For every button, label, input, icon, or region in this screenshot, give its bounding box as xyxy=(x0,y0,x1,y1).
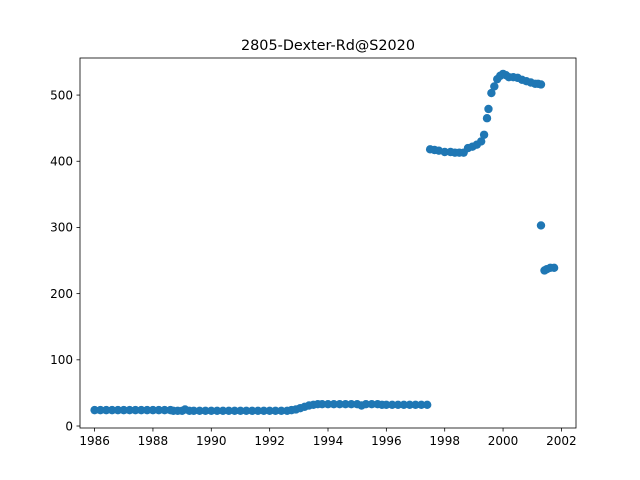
data-point xyxy=(154,405,163,415)
data-point xyxy=(536,221,546,230)
data-point xyxy=(411,400,420,410)
data-point xyxy=(119,405,128,415)
data-point xyxy=(259,406,269,415)
data-point xyxy=(423,400,432,410)
data-point xyxy=(277,406,286,415)
data-point xyxy=(107,405,117,415)
y-tick-label: 300 xyxy=(50,221,73,235)
data-point xyxy=(482,114,492,123)
data-point xyxy=(367,399,376,409)
data-point xyxy=(361,399,371,409)
y-axis: 0 100 200 300 400 500 xyxy=(50,88,80,433)
data-point xyxy=(417,400,426,410)
x-tick-label: 1996 xyxy=(371,434,402,448)
data-point xyxy=(479,130,489,139)
data-point xyxy=(201,406,210,415)
data-point xyxy=(549,263,559,273)
data-point xyxy=(160,405,169,415)
x-axis: 1986 1988 1990 1992 1994 1996 1998 2000 2002 xyxy=(79,428,577,448)
x-tick-label: 1998 xyxy=(429,434,460,448)
data-point xyxy=(476,137,486,146)
data-point xyxy=(536,80,546,89)
data-point xyxy=(317,399,327,409)
data-point xyxy=(102,405,111,415)
data-points xyxy=(90,69,559,415)
x-tick-label: 1994 xyxy=(313,434,344,448)
data-point xyxy=(142,405,152,415)
data-point xyxy=(347,399,356,409)
data-point xyxy=(207,406,216,415)
data-point xyxy=(335,399,344,409)
data-point xyxy=(137,405,146,415)
data-point xyxy=(323,399,333,409)
data-point xyxy=(212,406,222,415)
data-point xyxy=(90,405,99,415)
data-point xyxy=(341,399,350,409)
data-point xyxy=(195,406,204,415)
data-point xyxy=(440,147,449,157)
y-tick-label: 500 xyxy=(50,88,73,102)
data-point xyxy=(125,405,134,415)
x-tick-label: 1986 xyxy=(79,434,110,448)
y-tick-label: 100 xyxy=(50,353,73,367)
x-tick-label: 1988 xyxy=(138,434,169,448)
y-tick-label: 400 xyxy=(50,155,73,169)
y-tick-label: 200 xyxy=(50,287,73,301)
data-point xyxy=(387,400,397,410)
data-point xyxy=(271,406,280,415)
data-point xyxy=(382,400,391,410)
data-point xyxy=(405,400,414,410)
y-tick-label: 0 xyxy=(65,419,73,433)
data-point xyxy=(113,405,123,415)
data-point xyxy=(96,405,105,415)
chart-title: 2805-Dexter-Rd@S2020 xyxy=(241,38,415,54)
data-point xyxy=(230,406,239,415)
data-point xyxy=(329,399,339,409)
data-point xyxy=(131,405,140,415)
x-tick-label: 2002 xyxy=(546,434,577,448)
x-tick-label: 1990 xyxy=(196,434,227,448)
data-point xyxy=(236,406,245,415)
plot-frame xyxy=(79,57,577,429)
data-point xyxy=(218,406,228,415)
data-point xyxy=(393,400,403,410)
data-point xyxy=(189,406,198,415)
data-point xyxy=(484,104,493,114)
data-point xyxy=(242,406,251,415)
data-point xyxy=(490,82,499,91)
data-point xyxy=(399,400,409,410)
data-point xyxy=(148,405,158,415)
data-point xyxy=(253,406,263,415)
data-point xyxy=(487,88,496,98)
data-point xyxy=(247,406,257,415)
x-tick-label: 2000 xyxy=(488,434,519,448)
data-point xyxy=(224,406,233,415)
x-tick-label: 1992 xyxy=(254,434,285,448)
data-point xyxy=(265,406,274,415)
